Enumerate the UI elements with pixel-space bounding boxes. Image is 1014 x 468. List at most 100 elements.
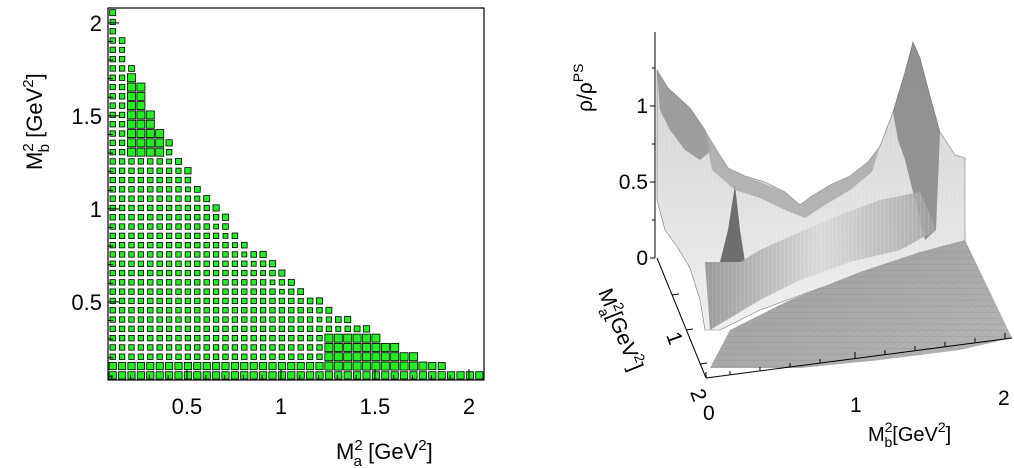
- histogram-bin: [390, 371, 399, 380]
- histogram-bin: [175, 195, 182, 202]
- histogram-bin: [194, 214, 201, 221]
- histogram-bin: [128, 269, 135, 277]
- histogram-bin: [156, 269, 163, 277]
- histogram-bin: [203, 223, 210, 230]
- histogram-bin: [212, 307, 220, 314]
- histogram-bin: [335, 325, 342, 332]
- histogram-bin: [259, 344, 267, 351]
- histogram-bin: [109, 139, 116, 146]
- histogram-bin: [136, 82, 146, 92]
- histogram-bin: [109, 223, 116, 230]
- histogram-bin: [428, 362, 437, 371]
- histogram-bin: [288, 307, 295, 314]
- histogram-bin: [231, 353, 239, 360]
- histogram-bin: [296, 362, 305, 371]
- histogram-bin: [165, 251, 173, 258]
- histogram-bin: [147, 204, 154, 212]
- histogram-bin: [147, 307, 154, 314]
- histogram-bin: [456, 371, 465, 380]
- histogram-bin: [109, 288, 116, 295]
- histogram-bin: [465, 371, 474, 380]
- histogram-bin: [194, 353, 201, 360]
- histogram-bin: [315, 362, 324, 371]
- histogram-bin: [194, 297, 201, 305]
- histogram-bin: [147, 232, 154, 239]
- histogram-bin: [145, 138, 155, 148]
- histogram-bin: [128, 288, 135, 295]
- histogram-bin: [409, 361, 418, 371]
- histogram-bin: [184, 279, 192, 286]
- histogram-bin: [156, 204, 163, 212]
- surface-spike: [720, 185, 745, 262]
- ma-tick-label: 1: [661, 329, 687, 348]
- histogram-bin: [231, 288, 239, 295]
- y-tick-label: 1.5: [71, 104, 102, 129]
- histogram-bin: [109, 186, 116, 193]
- histogram-bin: [156, 232, 163, 239]
- histogram-bin: [380, 361, 390, 371]
- y-axis-ticks: 0.5 1 1.5 2: [71, 11, 119, 377]
- histogram-bin: [156, 325, 163, 332]
- histogram-bin: [194, 316, 201, 323]
- histogram-bin: [194, 251, 201, 258]
- histogram-bin: [278, 344, 286, 351]
- histogram-bin: [212, 214, 220, 221]
- histogram-bin: [250, 297, 257, 305]
- histogram-bin: [109, 316, 116, 323]
- histogram-bin: [202, 362, 211, 371]
- histogram-bin: [194, 288, 201, 295]
- histogram-bin: [137, 195, 145, 202]
- histogram-bin: [277, 362, 286, 371]
- histogram-bin: [203, 204, 210, 212]
- histogram-bin: [288, 316, 295, 323]
- histogram-bin: [268, 371, 277, 380]
- histogram-bin: [221, 362, 230, 371]
- histogram-bin: [118, 74, 126, 81]
- histogram-bin: [269, 307, 276, 314]
- histogram-bin: [147, 269, 154, 277]
- histogram-bin: [184, 214, 192, 221]
- histogram-bin: [109, 9, 117, 17]
- histogram-bin: [230, 371, 239, 380]
- histogram-bin: [118, 260, 126, 267]
- histogram-bin: [156, 279, 163, 286]
- histogram-bin: [136, 129, 146, 138]
- histogram-bin: [184, 335, 192, 342]
- histogram-bin: [147, 279, 154, 286]
- histogram-bin: [155, 138, 165, 148]
- histogram-bin: [109, 158, 116, 165]
- histogram-bin: [222, 279, 229, 286]
- histogram-bin: [297, 316, 304, 323]
- histogram-bin: [184, 223, 192, 230]
- histogram-bin: [203, 251, 210, 258]
- histogram-bin: [118, 242, 126, 249]
- histogram-bin: [184, 167, 192, 175]
- histogram-bin: [269, 344, 276, 351]
- histogram-bin: [371, 333, 381, 343]
- histogram-bin: [147, 167, 154, 174]
- histogram-bin: [127, 73, 136, 83]
- histogram-bin: [137, 186, 145, 193]
- histogram-bin: [109, 251, 116, 258]
- histogram-bin: [146, 371, 155, 380]
- histogram-bin: [118, 195, 126, 202]
- histogram-bin: [118, 232, 126, 239]
- surface-valley-ridge: [705, 130, 880, 218]
- x-axis-ticks: 0.5 1 1.5 2: [111, 369, 475, 419]
- histogram-bin: [156, 223, 163, 230]
- histogram-bin: [147, 335, 154, 342]
- histogram-bin: [165, 344, 173, 351]
- histogram-bin: [145, 147, 155, 157]
- histogram-bin: [335, 316, 342, 323]
- histogram-bins: [108, 9, 484, 380]
- histogram-bin: [109, 130, 116, 137]
- histogram-bin: [306, 325, 314, 332]
- histogram-bin: [128, 335, 135, 342]
- histogram-bin: [109, 37, 116, 44]
- histogram-bin: [184, 232, 192, 239]
- histogram-bin: [232, 242, 238, 249]
- histogram-bin: [268, 260, 277, 268]
- histogram-bin: [203, 288, 210, 295]
- histogram-bin: [145, 119, 155, 129]
- histogram-bin: [343, 371, 352, 380]
